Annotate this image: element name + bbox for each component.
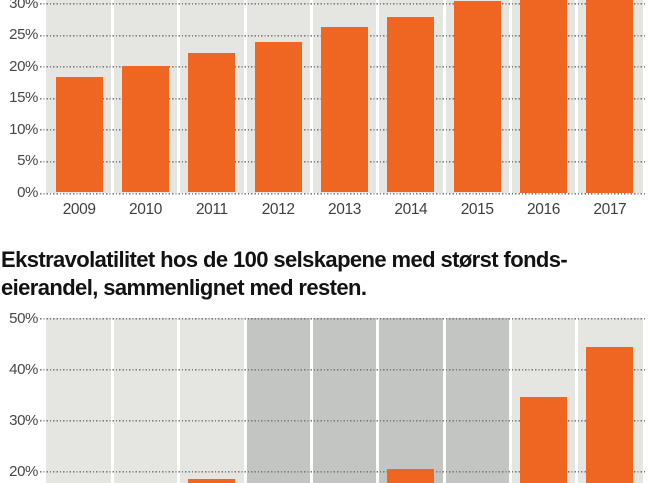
x-label-2015: 2015 [460,201,494,218]
top-bar-chart: 30% 25% 20% 15% 10% 5% 0% 2009 2010 2011 2012 2013 2… [0,0,661,220]
bar-2014 [387,16,435,193]
bar-2011 [188,52,236,193]
bar-2013 [321,26,368,193]
x-label-2017: 2017 [593,201,627,218]
column-separator [376,318,380,483]
column-separator [575,0,579,193]
column-separator [508,0,512,193]
gridline-30 [40,2,646,5]
y-tick-40: 40% [9,360,38,378]
column-separator [309,0,313,193]
column-separator [243,318,247,483]
column-separator [177,318,181,483]
bar-2017 [586,346,634,483]
x-label-2013: 2013 [328,201,361,218]
gridline-50 [40,318,646,320]
bar-2016 [520,0,567,193]
bar-2012 [254,41,302,193]
column-separator [442,318,446,483]
y-tick-10: 10% [9,120,38,138]
gridline-40 [40,369,646,371]
y-tick-50: 50% [9,309,38,327]
x-label-2011: 2011 [195,201,228,218]
x-label-2009: 2009 [62,201,96,218]
bar-2017 [586,0,634,193]
column-separator [376,0,380,193]
gridline-0 [40,192,646,195]
column-separator [110,0,114,193]
bar-2014 [387,469,435,483]
bottom-chart-title-line2: eierandel, sammenlignet med resten. [1,274,367,300]
y-tick-15: 15% [9,89,38,107]
bar-2011 [188,478,236,483]
y-tick-0: 0% [17,184,38,201]
x-label-2010: 2010 [129,201,162,218]
column-separator [177,0,181,193]
column-separator [508,318,512,483]
y-tick-20: 20% [9,462,38,480]
bar-2016 [520,396,567,483]
bar-2015 [453,1,501,193]
highlight-band-2015 [444,318,511,483]
column-separator [309,318,313,483]
y-tick-5: 5% [17,152,38,170]
x-label-2014: 2014 [394,201,428,218]
bar-2010 [122,66,169,193]
y-tick-20: 20% [9,57,38,75]
bottom-chart-title-line1: Ekstravolatilitet hos de 100 selskapene … [1,247,568,272]
x-label-2012: 2012 [261,201,295,218]
column-separator [575,318,579,483]
column-separator [243,0,247,193]
column-separator [442,0,446,193]
bottom-chart-title: Ekstravolatilitet hos de 100 selskapene … [1,246,656,301]
bar-2009 [55,76,103,193]
highlight-band-2014 [377,318,444,483]
gridline-30 [40,420,646,422]
y-tick-25: 25% [9,26,38,44]
x-label-2016: 2016 [527,201,560,218]
highlight-band-2013 [311,318,378,483]
gridline-20 [40,471,646,473]
y-tick-30: 30% [9,411,38,429]
y-tick-30: 30% [9,0,38,12]
column-separator [110,318,114,483]
highlight-band-2012 [245,318,312,483]
